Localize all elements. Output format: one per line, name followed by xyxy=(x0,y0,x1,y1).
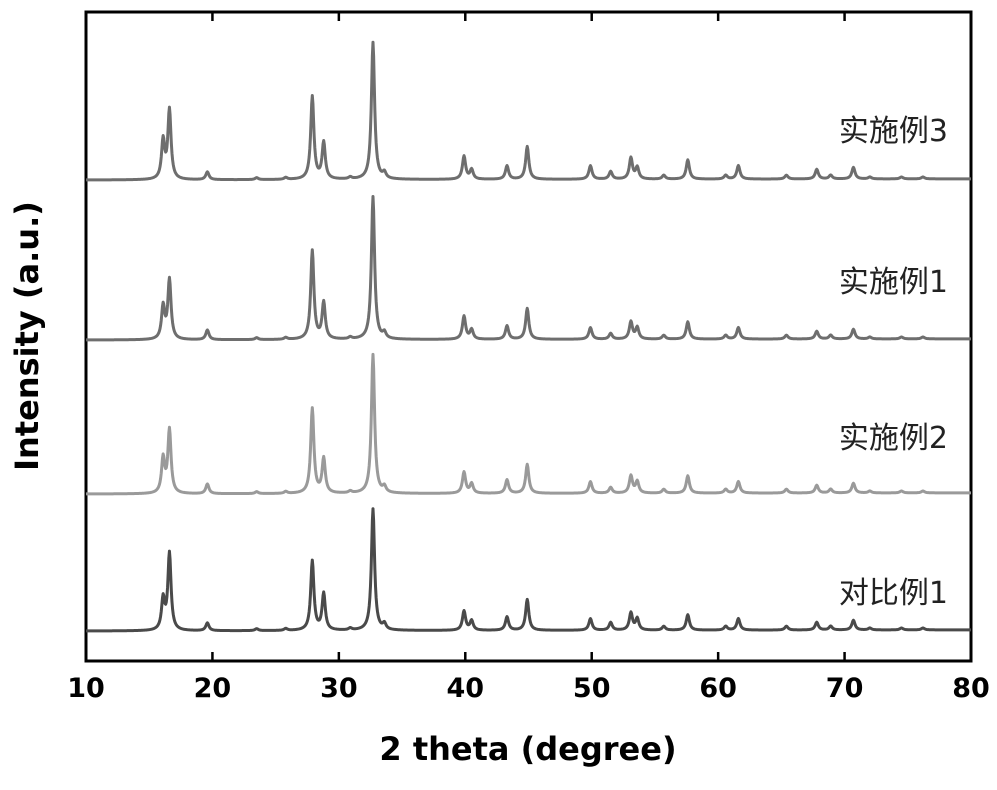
x-axis-title: 2 theta (degree) xyxy=(379,730,676,768)
series-label-2: 实施例2 xyxy=(839,421,948,456)
x-axis-tick-labels: 10 20 30 40 50 60 70 80 xyxy=(67,673,990,704)
x-tick-label: 20 xyxy=(194,673,232,704)
series-labels: 实施例3 实施例1 实施例2 对比例1 xyxy=(839,114,948,611)
x-tick-label: 50 xyxy=(573,673,611,704)
x-axis-ticks xyxy=(84,12,973,661)
series-label-1: 实施例1 xyxy=(839,265,948,300)
series-label-0: 实施例3 xyxy=(839,114,948,149)
x-tick-label: 60 xyxy=(699,673,737,704)
series-line-1 xyxy=(85,194,972,342)
series-group xyxy=(85,40,972,633)
series-line-2 xyxy=(85,352,972,496)
series-line-0 xyxy=(85,40,972,182)
x-tick-label: 40 xyxy=(446,673,484,704)
y-axis-title: Intensity (a.u.) xyxy=(8,201,46,471)
x-tick-label: 80 xyxy=(952,673,990,704)
x-tick-label: 70 xyxy=(826,673,864,704)
x-tick-label: 30 xyxy=(320,673,358,704)
x-tick-label: 10 xyxy=(67,673,105,704)
series-line-3 xyxy=(85,507,972,633)
plot-frame xyxy=(84,10,973,663)
series-label-3: 对比例1 xyxy=(839,576,948,611)
